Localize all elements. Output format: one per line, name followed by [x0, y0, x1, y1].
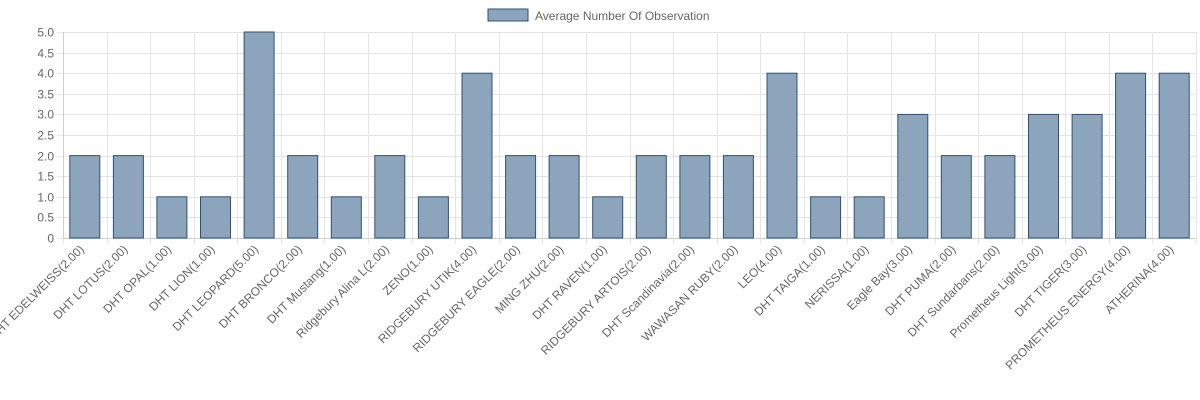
- y-tick-label: 0.5: [37, 211, 54, 225]
- bar[interactable]: [287, 155, 319, 239]
- bar[interactable]: [461, 72, 493, 239]
- y-tick-label: 3.5: [37, 88, 54, 102]
- bar[interactable]: [722, 155, 754, 239]
- bar[interactable]: [69, 155, 101, 239]
- y-tick-label: 1.5: [37, 170, 54, 184]
- bar[interactable]: [1028, 113, 1059, 239]
- bar[interactable]: [156, 196, 188, 239]
- y-tick-label: 3.0: [37, 108, 54, 122]
- y-tick-label: 4.5: [37, 47, 54, 61]
- bar[interactable]: [505, 155, 537, 239]
- bar[interactable]: [200, 196, 231, 239]
- y-tick-label: 2.5: [37, 129, 54, 143]
- y-tick-label: 0: [47, 232, 54, 246]
- bar[interactable]: [592, 196, 624, 239]
- y-tick-label: 4.0: [37, 67, 54, 81]
- bar[interactable]: [1158, 72, 1190, 239]
- legend-swatch: [487, 8, 529, 22]
- bar[interactable]: [984, 155, 1016, 239]
- bar[interactable]: [243, 31, 275, 239]
- y-tick-label: 5.0: [37, 26, 54, 40]
- bar[interactable]: [548, 155, 580, 239]
- bar[interactable]: [1071, 113, 1103, 239]
- bar[interactable]: [417, 196, 449, 239]
- y-axis: 0 0.5 1.0 1.5 2.0 2.5 3.0 3.5 4.0 4.5 5.0: [37, 26, 64, 246]
- y-tick-label: 2.0: [37, 150, 54, 164]
- chart-bars: [69, 31, 1190, 239]
- y-tick-label: 1.0: [37, 191, 54, 205]
- chart-legend[interactable]: Average Number Of Observation: [487, 8, 710, 23]
- x-tick-label: DHT LEOPARD(5.00): [170, 242, 262, 334]
- x-tick-label: DHT Mustang(1.00): [264, 242, 348, 326]
- bar[interactable]: [1115, 72, 1147, 239]
- bar[interactable]: [940, 155, 972, 239]
- bar[interactable]: [897, 113, 929, 239]
- x-tick-label: DHT RAVEN(1.00): [530, 242, 610, 322]
- x-tick-label: DHT BRONCO(2.00): [216, 242, 305, 331]
- bar[interactable]: [635, 155, 667, 239]
- bar[interactable]: [853, 196, 885, 239]
- bar[interactable]: [766, 72, 798, 239]
- bar[interactable]: [112, 155, 144, 239]
- bar[interactable]: [330, 196, 362, 239]
- x-tick-label: DHT LOTUS(2.00): [50, 242, 130, 322]
- x-axis: DHT EDELWEISS(2.00)DHT LOTUS(2.00)DHT OP…: [0, 238, 1196, 372]
- bar[interactable]: [374, 155, 406, 239]
- bar[interactable]: [810, 196, 842, 239]
- bar[interactable]: [679, 155, 711, 239]
- legend-label: Average Number Of Observation: [535, 9, 710, 23]
